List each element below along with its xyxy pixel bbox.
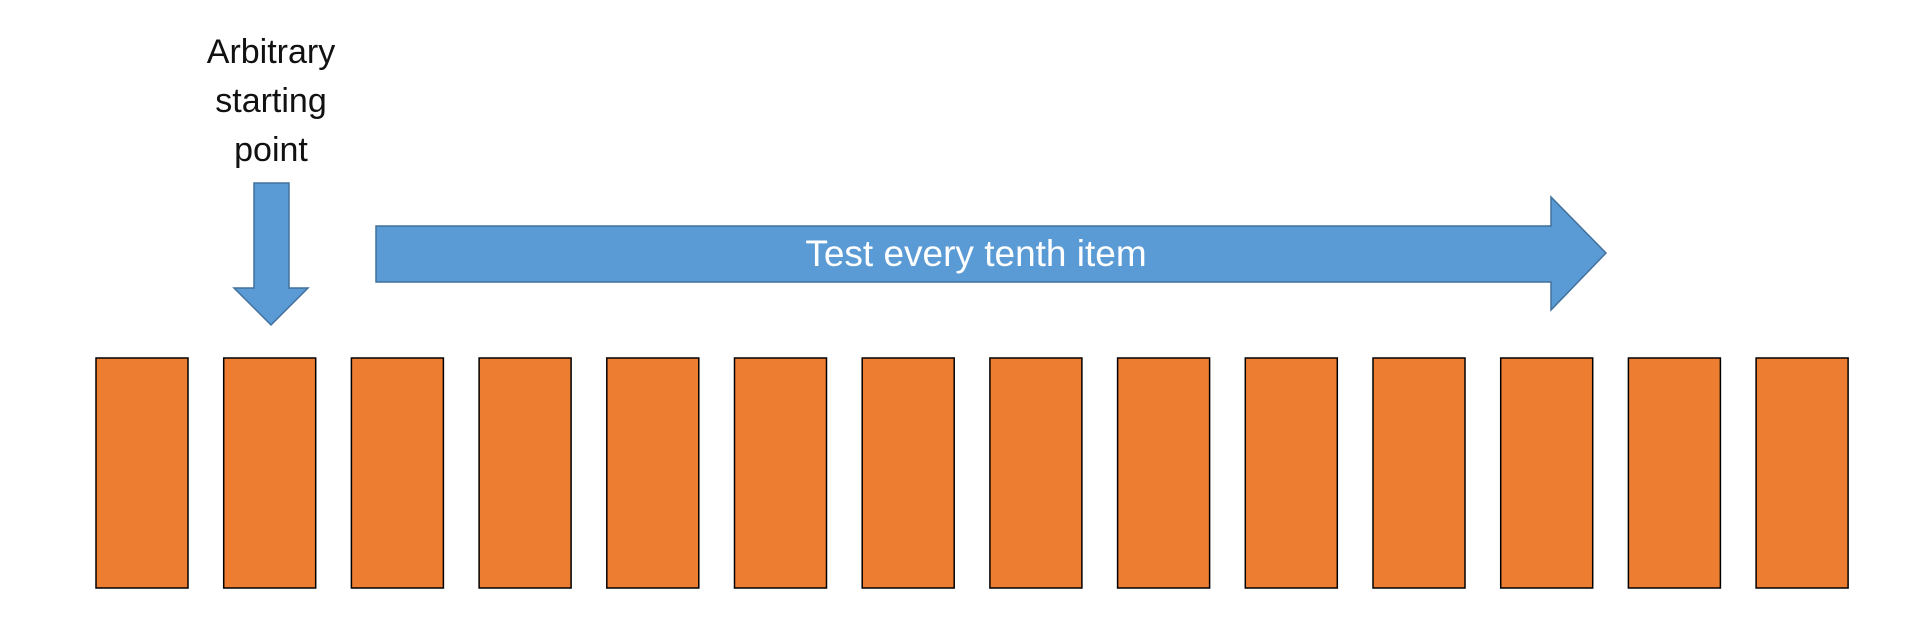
- item-box: [1372, 357, 1466, 589]
- right-arrow-icon: [375, 195, 1608, 312]
- item-box: [606, 357, 700, 589]
- item-box: [222, 357, 317, 589]
- item-box: [1244, 357, 1339, 589]
- item-box: [989, 357, 1083, 589]
- item-box: [1116, 357, 1211, 589]
- item-box: [95, 357, 189, 589]
- item-box: [861, 357, 955, 589]
- item-box: [1755, 357, 1849, 589]
- starting-point-label: Arbitrary starting point: [206, 33, 336, 169]
- item-box: [1499, 357, 1594, 589]
- item-box: [350, 357, 445, 589]
- item-box: [733, 357, 828, 589]
- item-box: [478, 357, 572, 589]
- items-row: [95, 357, 1849, 589]
- down-arrow-icon: [232, 182, 310, 327]
- item-box: [1627, 357, 1722, 589]
- test-every-tenth-label: Test every tenth item: [805, 233, 1147, 274]
